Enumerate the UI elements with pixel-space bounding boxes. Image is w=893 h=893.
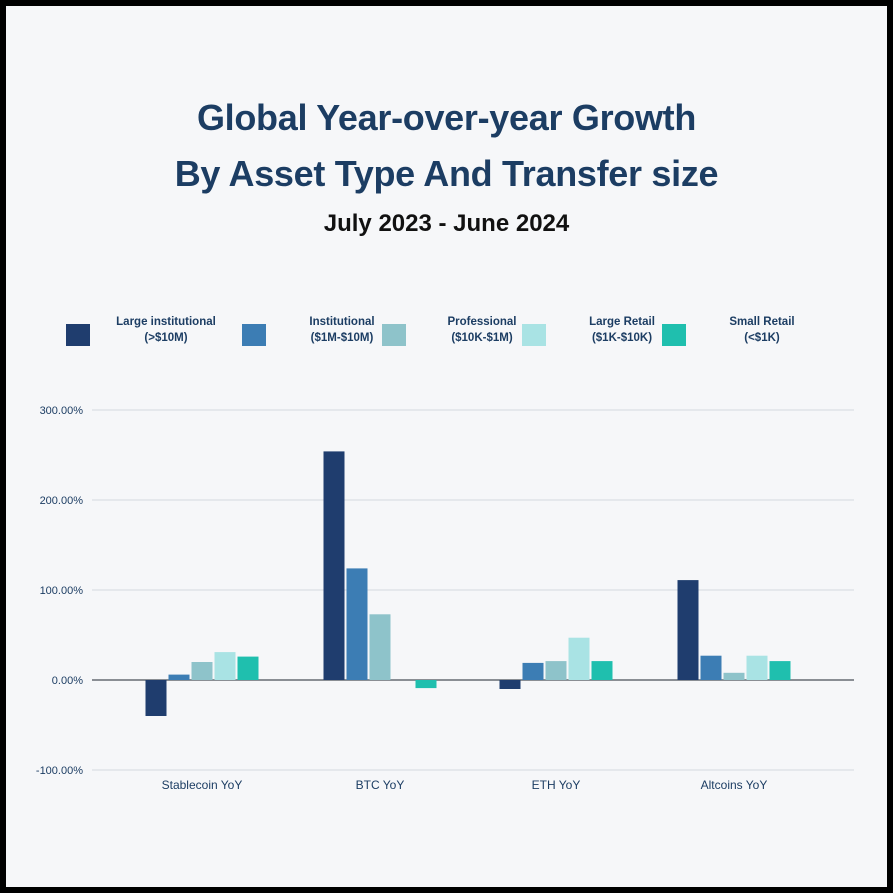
bar-5-4 — [769, 661, 791, 680]
bar-1-4 — [677, 580, 699, 680]
legend-swatch — [522, 324, 546, 346]
bar-2-3 — [522, 662, 544, 680]
legend-label: Small Retail (<$1K) — [729, 316, 795, 344]
y-tick-label: -100.00% — [36, 765, 83, 777]
x-category-label: BTC YoY — [356, 778, 405, 792]
chart-subtitle: July 2023 - June 2024 — [323, 210, 570, 237]
y-tick-label: 100.00% — [40, 585, 84, 597]
x-category-label: Stablecoin YoY — [162, 778, 243, 792]
bar-4-3 — [568, 637, 590, 680]
legend-label: Large Retail ($1K-$10K) — [589, 316, 655, 344]
x-category-label: ETH YoY — [532, 778, 581, 792]
y-tick-label: 200.00% — [40, 495, 84, 507]
chart-card: Global Year-over-year Growth By Asset Ty… — [6, 6, 887, 887]
bar-3-2 — [369, 614, 391, 680]
chart-title-line-1: Global Year-over-year Growth — [196, 97, 697, 138]
bar-chart: -100.00% 0.00% 100.00% 200.00% 300.00% Stable… — [36, 405, 854, 792]
bar-3-3 — [545, 661, 567, 680]
x-category-label: Altcoins YoY — [701, 778, 768, 792]
bar-5-1 — [237, 656, 259, 680]
legend-label: Large institutional (>$10M) — [116, 316, 216, 344]
legend-swatch — [242, 324, 266, 346]
bar-1-1 — [145, 680, 167, 716]
bar-4-4 — [746, 655, 768, 680]
bar-5-3 — [591, 661, 613, 680]
bar-2-1 — [168, 674, 190, 680]
legend-label: Institutional ($1M-$10M) — [309, 316, 375, 344]
bar-5-2 — [415, 680, 437, 689]
bar-1-3 — [499, 680, 521, 689]
bar-1-2 — [323, 451, 345, 680]
bar-3-4 — [723, 672, 745, 680]
legend-swatch — [66, 324, 90, 346]
chart-title-line-2: By Asset Type And Transfer size — [174, 153, 719, 194]
bar-3-1 — [191, 662, 213, 680]
y-tick-label: 0.00% — [52, 675, 83, 687]
bar-2-4 — [700, 655, 722, 680]
legend-swatch — [382, 324, 406, 346]
legend-swatch — [662, 324, 686, 346]
bar-2-2 — [346, 568, 368, 680]
title-block: Global Year-over-year Growth By Asset Ty… — [6, 90, 887, 238]
legend-label: Professional ($10K-$1M) — [447, 316, 517, 344]
legend: Large institutional (>$10M) Institutional… — [66, 312, 846, 356]
y-tick-label: 300.00% — [40, 405, 84, 417]
bar-4-1 — [214, 652, 236, 680]
